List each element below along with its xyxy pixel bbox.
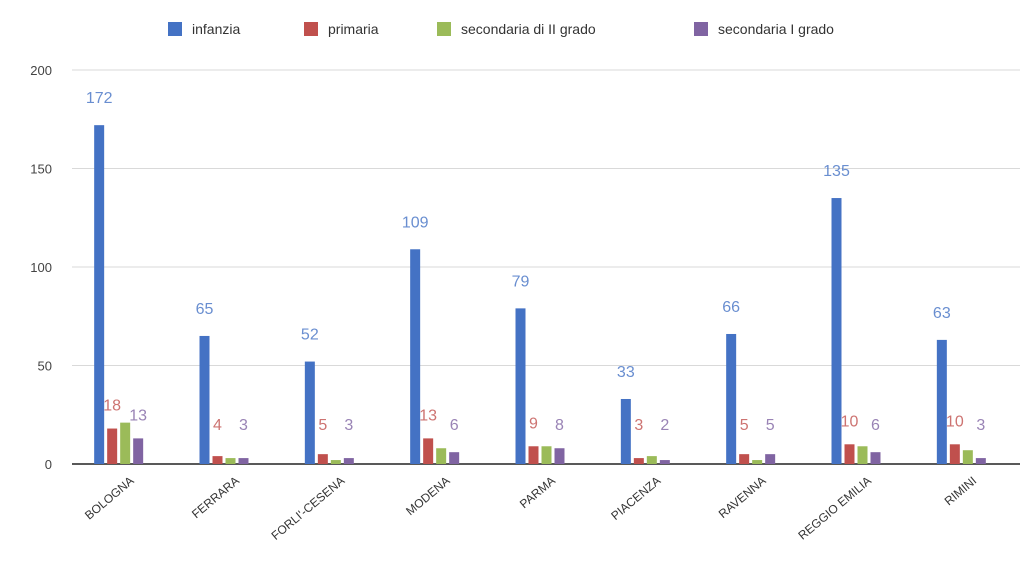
data-label: 63	[933, 305, 951, 322]
data-label: 6	[450, 417, 459, 434]
bar-secondaria-di-II-grado	[330, 460, 341, 464]
y-tick-label: 0	[45, 457, 52, 472]
data-label: 10	[946, 413, 964, 430]
bar-secondaria-di-II-grado	[752, 460, 763, 464]
data-label: 52	[301, 327, 319, 344]
bar-secondaria-I-grado	[765, 454, 776, 464]
data-label: 8	[555, 417, 564, 434]
bar-secondaria-I-grado	[343, 458, 354, 464]
bar-primaria	[423, 438, 434, 464]
bar-secondaria-I-grado	[554, 448, 565, 464]
data-label: 65	[196, 301, 214, 318]
bar-infanzia	[726, 333, 737, 464]
category-label: FERRARA	[189, 474, 242, 522]
data-label: 13	[419, 407, 437, 424]
data-label: 6	[871, 417, 880, 434]
legend-label-secondaria-i: secondaria I grado	[718, 21, 834, 37]
legend-swatch-secondaria-i	[694, 22, 708, 36]
legend-label-secondaria-ii: secondaria di II grado	[461, 21, 596, 37]
bar-secondaria-di-II-grado	[225, 458, 236, 464]
bar-primaria	[844, 444, 855, 464]
y-tick-label: 100	[30, 260, 52, 275]
y-tick-label: 50	[38, 359, 52, 374]
category-label: PARMA	[517, 474, 558, 512]
legend-item-secondaria-ii: secondaria di II grado	[437, 14, 596, 44]
data-label: 10	[841, 413, 859, 430]
data-label: 5	[318, 417, 327, 434]
category-label: BOLOGNA	[82, 474, 136, 523]
data-label: 3	[239, 417, 248, 434]
data-label: 9	[529, 415, 538, 432]
data-label: 3	[344, 417, 353, 434]
data-label: 4	[213, 417, 222, 434]
legend-swatch-infanzia	[168, 22, 182, 36]
y-tick-label: 200	[30, 63, 52, 78]
data-label: 5	[740, 417, 749, 434]
bar-secondaria-di-II-grado	[436, 448, 447, 464]
bar-secondaria-di-II-grado	[541, 446, 552, 464]
bar-secondaria-I-grado	[659, 460, 670, 464]
bar-infanzia	[410, 249, 421, 464]
legend-label-primaria: primaria	[328, 21, 379, 37]
bar-primaria	[633, 458, 644, 464]
category-label: PIACENZA	[608, 474, 663, 523]
data-label: 2	[660, 417, 669, 434]
legend-swatch-secondaria-ii	[437, 22, 451, 36]
data-label: 18	[103, 398, 121, 415]
category-label: FORLI'-CESENA	[269, 474, 348, 543]
bar-infanzia	[831, 198, 842, 465]
bar-secondaria-I-grado	[238, 458, 249, 464]
data-label: 79	[512, 273, 530, 290]
legend-item-secondaria-i: secondaria I grado	[694, 14, 834, 44]
bar-secondaria-di-II-grado	[120, 422, 131, 464]
bar-primaria	[949, 444, 960, 464]
category-label: REGGIO EMILIA	[795, 474, 873, 543]
bar-secondaria-I-grado	[870, 452, 881, 464]
data-label: 5	[766, 417, 775, 434]
bar-infanzia	[936, 339, 947, 464]
bar-infanzia	[620, 398, 631, 464]
bar-secondaria-I-grado	[449, 452, 460, 464]
legend-label-infanzia: infanzia	[192, 21, 241, 37]
data-label: 109	[402, 214, 429, 231]
bar-primaria	[317, 454, 328, 464]
category-label: MODENA	[403, 474, 452, 519]
category-label: RIMINI	[942, 474, 980, 509]
legend-item-infanzia: infanzia	[168, 14, 240, 44]
legend: infanzia primaria secondaria di II grado…	[0, 14, 1025, 44]
bar-secondaria-I-grado	[975, 458, 986, 464]
bar-primaria	[212, 456, 223, 464]
bar-infanzia	[304, 361, 315, 464]
bar-secondaria-I-grado	[133, 438, 144, 464]
bar-infanzia	[199, 335, 210, 464]
bar-secondaria-di-II-grado	[646, 456, 657, 464]
bar-infanzia	[94, 125, 105, 464]
bar-primaria	[528, 446, 539, 464]
bar-primaria	[107, 428, 118, 464]
data-label: 13	[129, 407, 147, 424]
data-label: 3	[634, 417, 643, 434]
data-label: 3	[976, 417, 985, 434]
bar-secondaria-di-II-grado	[857, 446, 868, 464]
data-label: 66	[722, 299, 740, 316]
bar-primaria	[739, 454, 750, 464]
data-label: 33	[617, 364, 635, 381]
category-label: RAVENNA	[716, 474, 769, 521]
legend-item-primaria: primaria	[304, 14, 379, 44]
data-label: 172	[86, 90, 113, 107]
bar-infanzia	[515, 308, 526, 464]
data-label: 135	[823, 163, 850, 180]
legend-swatch-primaria	[304, 22, 318, 36]
y-tick-label: 150	[30, 162, 52, 177]
bar-secondaria-di-II-grado	[962, 450, 973, 464]
